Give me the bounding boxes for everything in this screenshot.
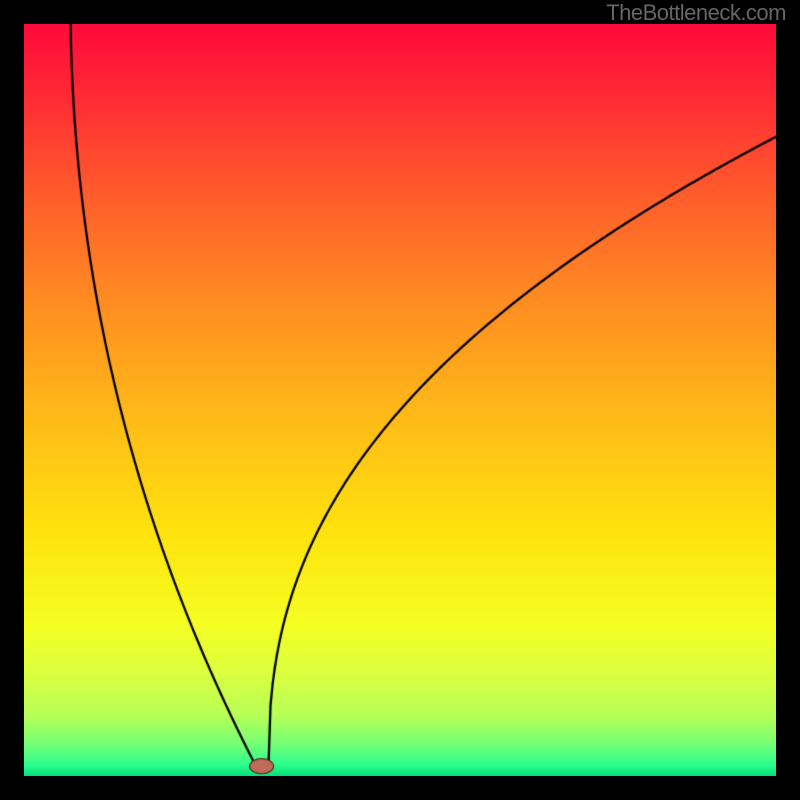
watermark-text: TheBottleneck.com bbox=[606, 0, 786, 26]
bottleneck-chart-canvas bbox=[24, 24, 776, 776]
chart-plot-area bbox=[24, 24, 776, 776]
